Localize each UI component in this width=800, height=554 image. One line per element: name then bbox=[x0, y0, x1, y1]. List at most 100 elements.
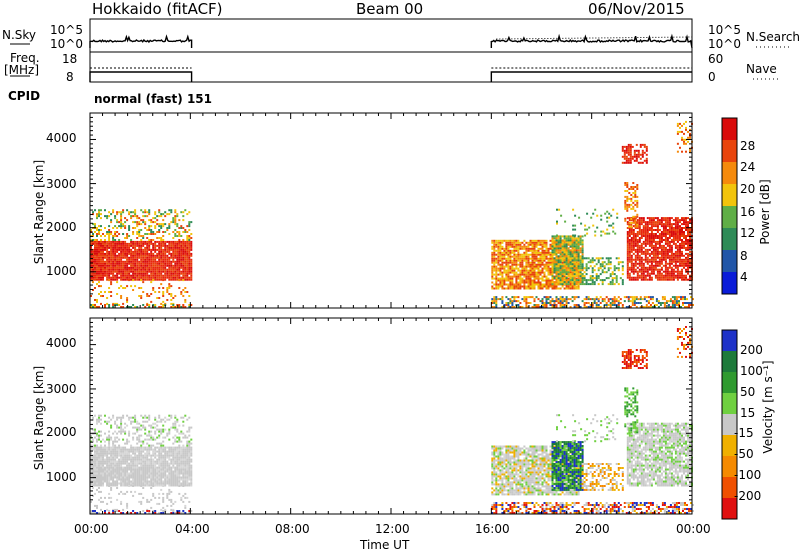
velocity-cell bbox=[136, 464, 139, 467]
power-cell bbox=[120, 221, 123, 224]
power-cell bbox=[555, 253, 558, 256]
power-cell bbox=[162, 240, 165, 243]
power-cell bbox=[140, 272, 143, 275]
power-cell bbox=[573, 281, 576, 284]
power-cell bbox=[626, 252, 629, 255]
power-cell bbox=[685, 221, 687, 224]
power-cell bbox=[168, 252, 171, 255]
velocity-cell bbox=[124, 446, 127, 449]
power-cell bbox=[92, 254, 94, 257]
power-cell bbox=[140, 248, 143, 251]
velocity-cell bbox=[154, 454, 157, 457]
velocity-cell bbox=[98, 458, 100, 461]
power-cell bbox=[144, 248, 147, 251]
power-cell bbox=[178, 250, 181, 253]
power-cell bbox=[108, 272, 111, 275]
velocity-cell bbox=[134, 452, 137, 455]
power-cell bbox=[134, 246, 137, 249]
power-cell bbox=[555, 243, 558, 246]
power-cell bbox=[525, 249, 528, 252]
power-cell bbox=[654, 266, 657, 269]
power-cell bbox=[557, 302, 560, 304]
power-cell bbox=[638, 231, 641, 233]
power-cell bbox=[515, 273, 518, 276]
power-cell bbox=[585, 298, 588, 301]
power-cell bbox=[92, 276, 94, 279]
power-cell bbox=[126, 254, 129, 257]
velocity-cell bbox=[98, 456, 100, 459]
power-cell bbox=[545, 296, 548, 299]
velocity-cell bbox=[138, 460, 141, 463]
power-cell bbox=[146, 274, 149, 277]
power-cell bbox=[549, 243, 552, 246]
power-cell bbox=[509, 249, 512, 252]
velocity-cell bbox=[152, 470, 155, 473]
power-cell bbox=[166, 244, 169, 247]
power-cell bbox=[124, 276, 127, 279]
power-cell bbox=[497, 273, 500, 276]
power-cell bbox=[130, 256, 133, 259]
power-cell bbox=[541, 245, 544, 248]
power-cell bbox=[656, 225, 659, 228]
power-cell bbox=[146, 229, 149, 231]
power-cell bbox=[138, 221, 141, 224]
power-cell bbox=[650, 256, 653, 259]
power-cell bbox=[184, 272, 187, 275]
power-cell bbox=[587, 298, 590, 301]
power-cell bbox=[166, 264, 169, 267]
power-cell bbox=[164, 250, 167, 253]
velocity-cell bbox=[110, 476, 113, 479]
power-cell bbox=[533, 275, 536, 278]
power-cell bbox=[170, 209, 173, 212]
power-cell bbox=[581, 239, 584, 242]
power-cell bbox=[541, 298, 544, 301]
freq-trace-seg1 bbox=[89, 71, 193, 82]
power-cell bbox=[559, 263, 562, 266]
power-cell bbox=[124, 244, 127, 247]
power-cell bbox=[549, 259, 552, 262]
power-cell bbox=[642, 250, 645, 253]
velocity-cell bbox=[100, 482, 102, 485]
power-cell bbox=[190, 268, 193, 271]
power-cell bbox=[650, 260, 653, 263]
power-cell bbox=[676, 250, 679, 253]
power-cell bbox=[537, 277, 540, 280]
velocity-cell bbox=[148, 474, 151, 477]
power-cell bbox=[547, 251, 550, 254]
power-cell bbox=[589, 275, 592, 278]
power-cell bbox=[626, 203, 629, 206]
power-cell bbox=[685, 225, 687, 228]
power-cell bbox=[632, 237, 635, 239]
nsearch-tick-top: 10^5 bbox=[708, 23, 741, 37]
power-cell bbox=[563, 298, 566, 301]
power-cell bbox=[587, 267, 590, 270]
power-cell bbox=[621, 306, 624, 308]
power-cell bbox=[636, 278, 639, 281]
power-cell bbox=[632, 192, 635, 194]
velocity-cell bbox=[126, 450, 129, 453]
velocity-cell bbox=[152, 454, 155, 457]
velocity-cell bbox=[120, 454, 123, 457]
velocity-cell bbox=[120, 480, 123, 483]
power-cell bbox=[102, 260, 104, 263]
power-cell bbox=[110, 246, 113, 249]
power-cell bbox=[529, 275, 532, 278]
power-cell bbox=[674, 274, 677, 277]
power-cell bbox=[626, 227, 629, 229]
power-cell bbox=[511, 265, 514, 268]
power-cell bbox=[681, 268, 683, 271]
power-cell bbox=[629, 306, 632, 308]
power-cell bbox=[114, 231, 117, 233]
power-cell bbox=[687, 260, 689, 263]
power-cell bbox=[630, 248, 633, 251]
power-cell bbox=[138, 244, 141, 247]
power-cell bbox=[577, 253, 580, 256]
power-cell bbox=[499, 263, 502, 266]
power-cell bbox=[124, 262, 127, 265]
power-cell bbox=[96, 227, 98, 229]
power-cell bbox=[130, 285, 133, 288]
power-cell bbox=[599, 296, 602, 299]
power-cell bbox=[511, 245, 514, 248]
power-cell bbox=[545, 283, 548, 286]
nave-tick-top: 60 bbox=[708, 52, 724, 66]
